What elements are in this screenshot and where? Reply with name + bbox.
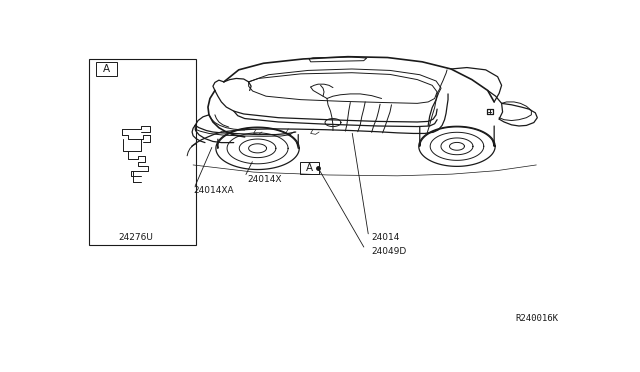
Text: 24014: 24014	[372, 234, 400, 243]
Text: 24276U: 24276U	[118, 234, 153, 243]
Text: 24049D: 24049D	[372, 247, 407, 256]
Text: A: A	[305, 163, 313, 173]
Bar	[89, 59, 196, 245]
Text: R240016K: R240016K	[516, 314, 559, 323]
Text: 24014XA: 24014XA	[193, 186, 234, 195]
Text: A: A	[103, 64, 110, 74]
Text: 24014X: 24014X	[248, 175, 282, 184]
Bar	[300, 161, 319, 174]
Bar	[96, 62, 116, 76]
